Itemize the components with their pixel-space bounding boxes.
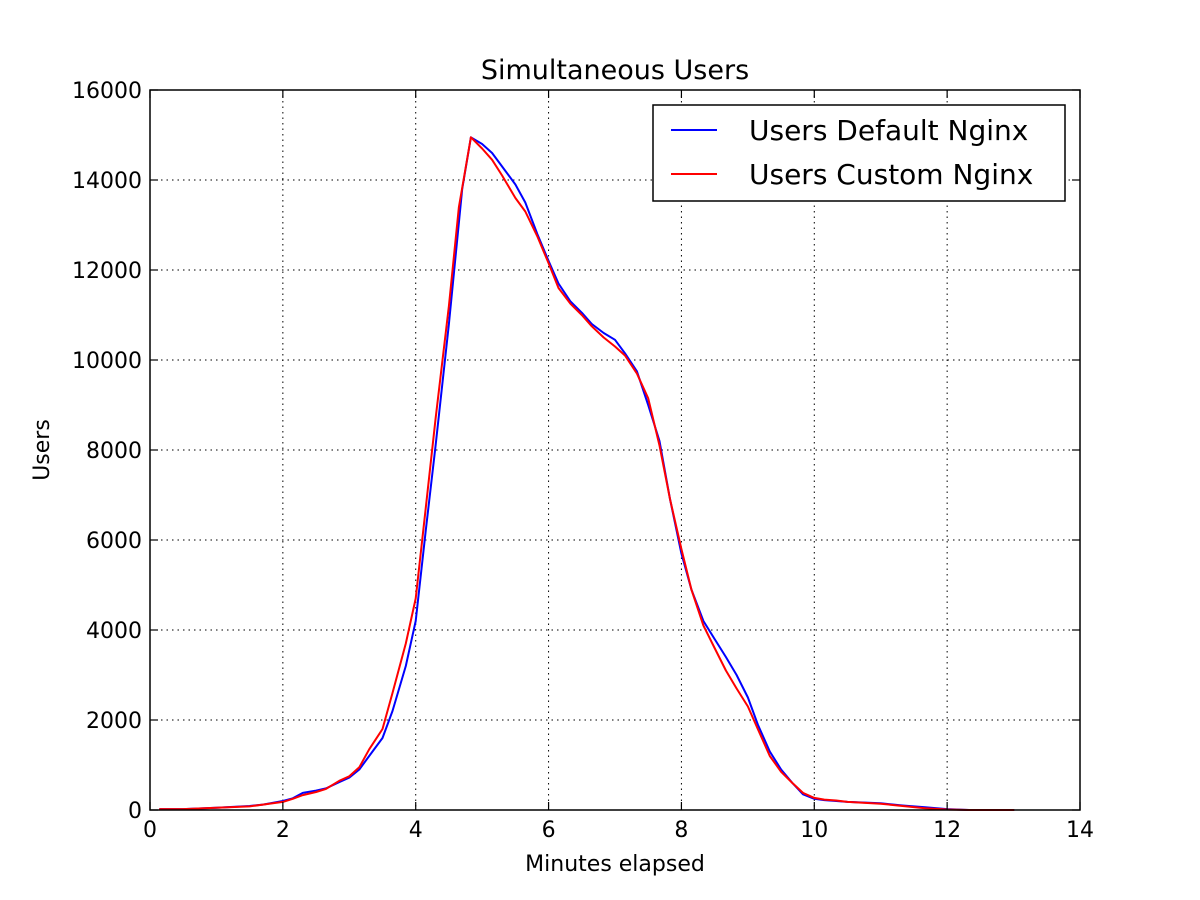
legend-label-2: Users Custom Nginx bbox=[749, 158, 1033, 191]
x-axis-label: Minutes elapsed bbox=[525, 852, 705, 877]
axis-ticks: 0 2 4 6 8 10 12 14 0 2000 4000 6000 8000 10000 12000 14… bbox=[72, 79, 1094, 843]
y-tick-label: 4000 bbox=[86, 619, 142, 644]
chart-title: Simultaneous Users bbox=[481, 55, 749, 86]
series-lines bbox=[159, 136, 1015, 811]
y-tick-label: 0 bbox=[128, 799, 142, 824]
legend-label-1: Users Default Nginx bbox=[749, 114, 1028, 147]
y-tick-label: 14000 bbox=[72, 169, 142, 194]
y-tick-label: 2000 bbox=[86, 709, 142, 734]
grid bbox=[150, 90, 1080, 810]
x-tick-label: 2 bbox=[276, 818, 290, 843]
y-axis-label: Users bbox=[30, 419, 55, 481]
x-tick-label: 0 bbox=[143, 818, 157, 843]
x-tick-label: 4 bbox=[409, 818, 423, 843]
y-tick-label: 16000 bbox=[72, 79, 142, 104]
x-tick-label: 14 bbox=[1066, 818, 1094, 843]
x-tick-label: 8 bbox=[674, 818, 688, 843]
x-tick-label: 12 bbox=[933, 818, 961, 843]
x-tick-label: 10 bbox=[800, 818, 828, 843]
series-line-1 bbox=[159, 136, 1015, 811]
x-tick-label: 6 bbox=[542, 818, 556, 843]
y-tick-label: 8000 bbox=[86, 439, 142, 464]
y-tick-label: 10000 bbox=[72, 349, 142, 374]
legend: Users Default Nginx Users Custom Nginx bbox=[652, 104, 1066, 202]
legend-box bbox=[652, 104, 1066, 202]
y-tick-label: 12000 bbox=[72, 259, 142, 284]
series-line-2 bbox=[159, 136, 1015, 811]
y-tick-label: 6000 bbox=[86, 529, 142, 554]
